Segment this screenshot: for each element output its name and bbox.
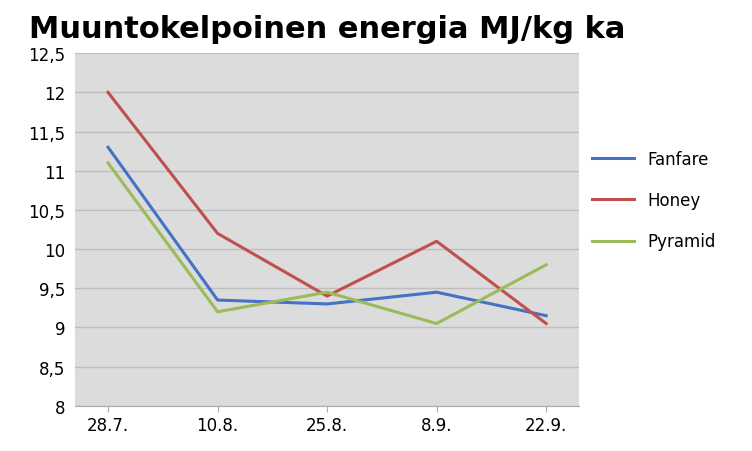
- Line: Pyramid: Pyramid: [108, 164, 546, 324]
- Fanfare: [432, 290, 441, 295]
- Pyramid: [213, 309, 222, 315]
- Pyramid: [541, 262, 550, 268]
- Line: Honey: Honey: [108, 93, 546, 324]
- Fanfare: [104, 145, 113, 151]
- Pyramid: [432, 321, 441, 327]
- Legend: Fanfare, Honey, Pyramid: Fanfare, Honey, Pyramid: [593, 150, 716, 251]
- Fanfare: [213, 298, 222, 303]
- Honey: [104, 91, 113, 96]
- Title: Muuntokelpoinen energia MJ/kg ka: Muuntokelpoinen energia MJ/kg ka: [29, 14, 626, 43]
- Fanfare: [323, 302, 332, 307]
- Honey: [323, 294, 332, 299]
- Pyramid: [104, 161, 113, 166]
- Honey: [213, 231, 222, 237]
- Fanfare: [541, 313, 550, 319]
- Honey: [432, 239, 441, 244]
- Pyramid: [323, 290, 332, 295]
- Honey: [541, 321, 550, 327]
- Line: Fanfare: Fanfare: [108, 148, 546, 316]
